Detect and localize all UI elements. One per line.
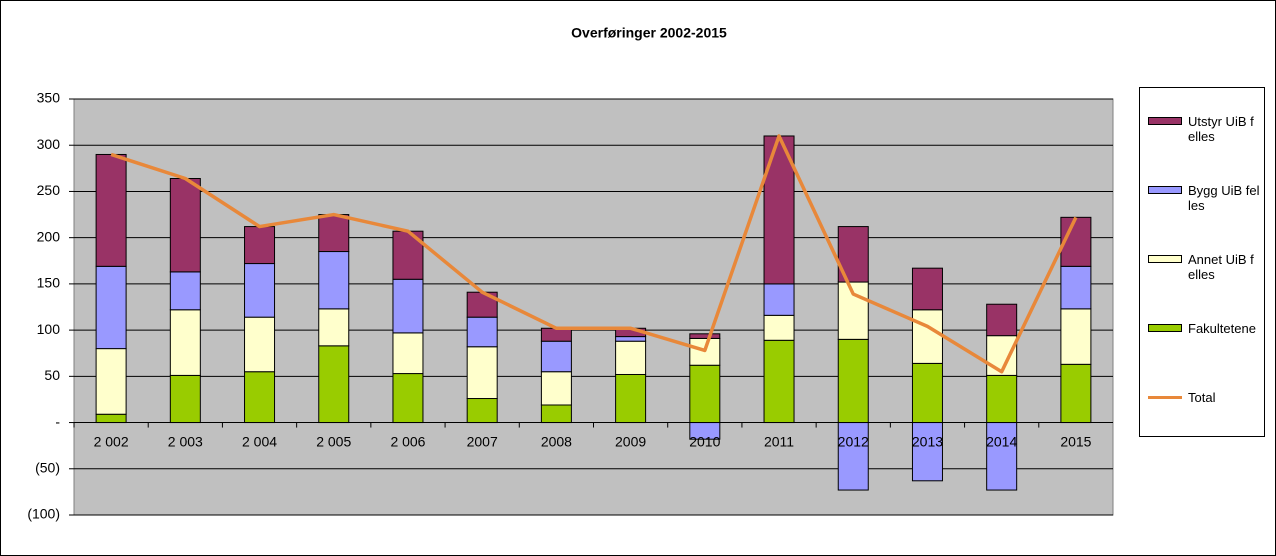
bar-segment — [911, 362, 943, 424]
legend-label: Bygg UiB felles — [1188, 183, 1260, 213]
bar-segment — [1060, 308, 1092, 365]
bar-segment — [615, 373, 647, 424]
y-tick-label: - — [55, 413, 60, 429]
bar-segment — [1060, 265, 1092, 310]
bar-segment — [615, 340, 647, 375]
x-tick-label: 2012 — [838, 433, 869, 449]
legend-label: Utstyr UiB felles — [1188, 114, 1254, 144]
bar-segment — [763, 314, 795, 341]
bar-segment — [169, 374, 201, 424]
bar-segment — [169, 309, 201, 376]
bar-segment — [540, 340, 572, 373]
x-tick-label: 2013 — [912, 433, 943, 449]
legend-label: Fakultetene — [1188, 321, 1256, 336]
bar-segment — [689, 364, 721, 424]
bar-segment — [986, 374, 1018, 424]
legend-label: Annet UiB felles — [1188, 252, 1254, 282]
y-tick-label: (100) — [27, 506, 60, 522]
bar-segment — [244, 316, 276, 373]
y-tick-label: 300 — [37, 136, 61, 152]
y-tick-label: 200 — [37, 228, 61, 244]
bar-segment — [763, 283, 795, 316]
legend-swatch — [1148, 396, 1182, 399]
bar-segment — [986, 422, 1018, 491]
x-tick-label: 2009 — [615, 433, 646, 449]
bar-segment — [466, 316, 498, 348]
bar-segment — [244, 263, 276, 318]
bar-segment — [837, 422, 869, 491]
bar-segment — [763, 339, 795, 424]
bar-segment — [540, 404, 572, 424]
legend-item: Total — [1148, 390, 1260, 405]
bar-segment — [169, 178, 201, 273]
bar-segment — [1060, 363, 1092, 424]
chart-title: Overføringer 2002-2015 — [571, 25, 727, 41]
x-tick-label: 2015 — [1060, 433, 1091, 449]
bar-segment — [392, 278, 424, 334]
bar-segment — [911, 309, 943, 364]
bar-segment — [95, 153, 127, 267]
bar-segment — [466, 346, 498, 400]
legend-item: Bygg UiB felles — [1148, 183, 1260, 213]
bar-segment — [318, 345, 350, 424]
y-tick-label: 250 — [37, 182, 61, 198]
bar-segment — [318, 214, 350, 253]
bar-segment — [169, 271, 201, 311]
bar-segment — [392, 332, 424, 375]
bar-segment — [615, 336, 647, 342]
plot-area — [73, 98, 1114, 516]
bar-segment — [689, 333, 721, 339]
bar-segment — [911, 267, 943, 311]
bar-segment — [540, 327, 572, 342]
total-line — [110, 134, 1078, 374]
bar-segment — [244, 371, 276, 424]
x-tick-label: 2 003 — [168, 433, 203, 449]
bar-segment — [911, 422, 943, 482]
legend-item: Annet UiB felles — [1148, 252, 1260, 282]
bar-segment — [244, 226, 276, 265]
y-tick-label: 100 — [37, 321, 61, 337]
x-tick-label: 2014 — [986, 433, 1017, 449]
bar-segment — [95, 413, 127, 424]
y-tick-label: 350 — [37, 90, 61, 106]
bar-segment — [986, 303, 1018, 337]
bar-segment — [392, 373, 424, 424]
x-tick-label: 2 005 — [316, 433, 351, 449]
y-tick-label: (50) — [35, 459, 60, 475]
bar-segment — [318, 308, 350, 347]
legend-label: Total — [1188, 390, 1216, 405]
x-tick-label: 2 002 — [94, 433, 129, 449]
x-tick-label: 2 006 — [390, 433, 425, 449]
bar-segment — [95, 265, 127, 350]
y-tick-label: 150 — [37, 275, 61, 291]
legend-swatch — [1148, 324, 1182, 332]
y-tick-label: 50 — [44, 367, 60, 383]
legend-item: Fakultetene — [1148, 321, 1260, 336]
legend-swatch — [1148, 186, 1182, 194]
x-tick-label: 2011 — [764, 433, 794, 449]
legend-item: Utstyr UiB felles — [1148, 114, 1260, 144]
bar-segment — [837, 338, 869, 424]
bar-segment — [95, 348, 127, 415]
legend-swatch — [1148, 255, 1182, 263]
bar-segment — [466, 398, 498, 424]
legend: Utstyr UiB felles Bygg UiB felles Annet Ui… — [1139, 87, 1265, 437]
bar-segment — [318, 251, 350, 310]
legend-swatch — [1148, 117, 1182, 125]
x-tick-label: 2008 — [541, 433, 572, 449]
x-tick-label: 2007 — [467, 433, 498, 449]
x-tick-label: 2010 — [689, 433, 720, 449]
bar-segment — [540, 371, 572, 406]
x-tick-label: 2 004 — [242, 433, 277, 449]
